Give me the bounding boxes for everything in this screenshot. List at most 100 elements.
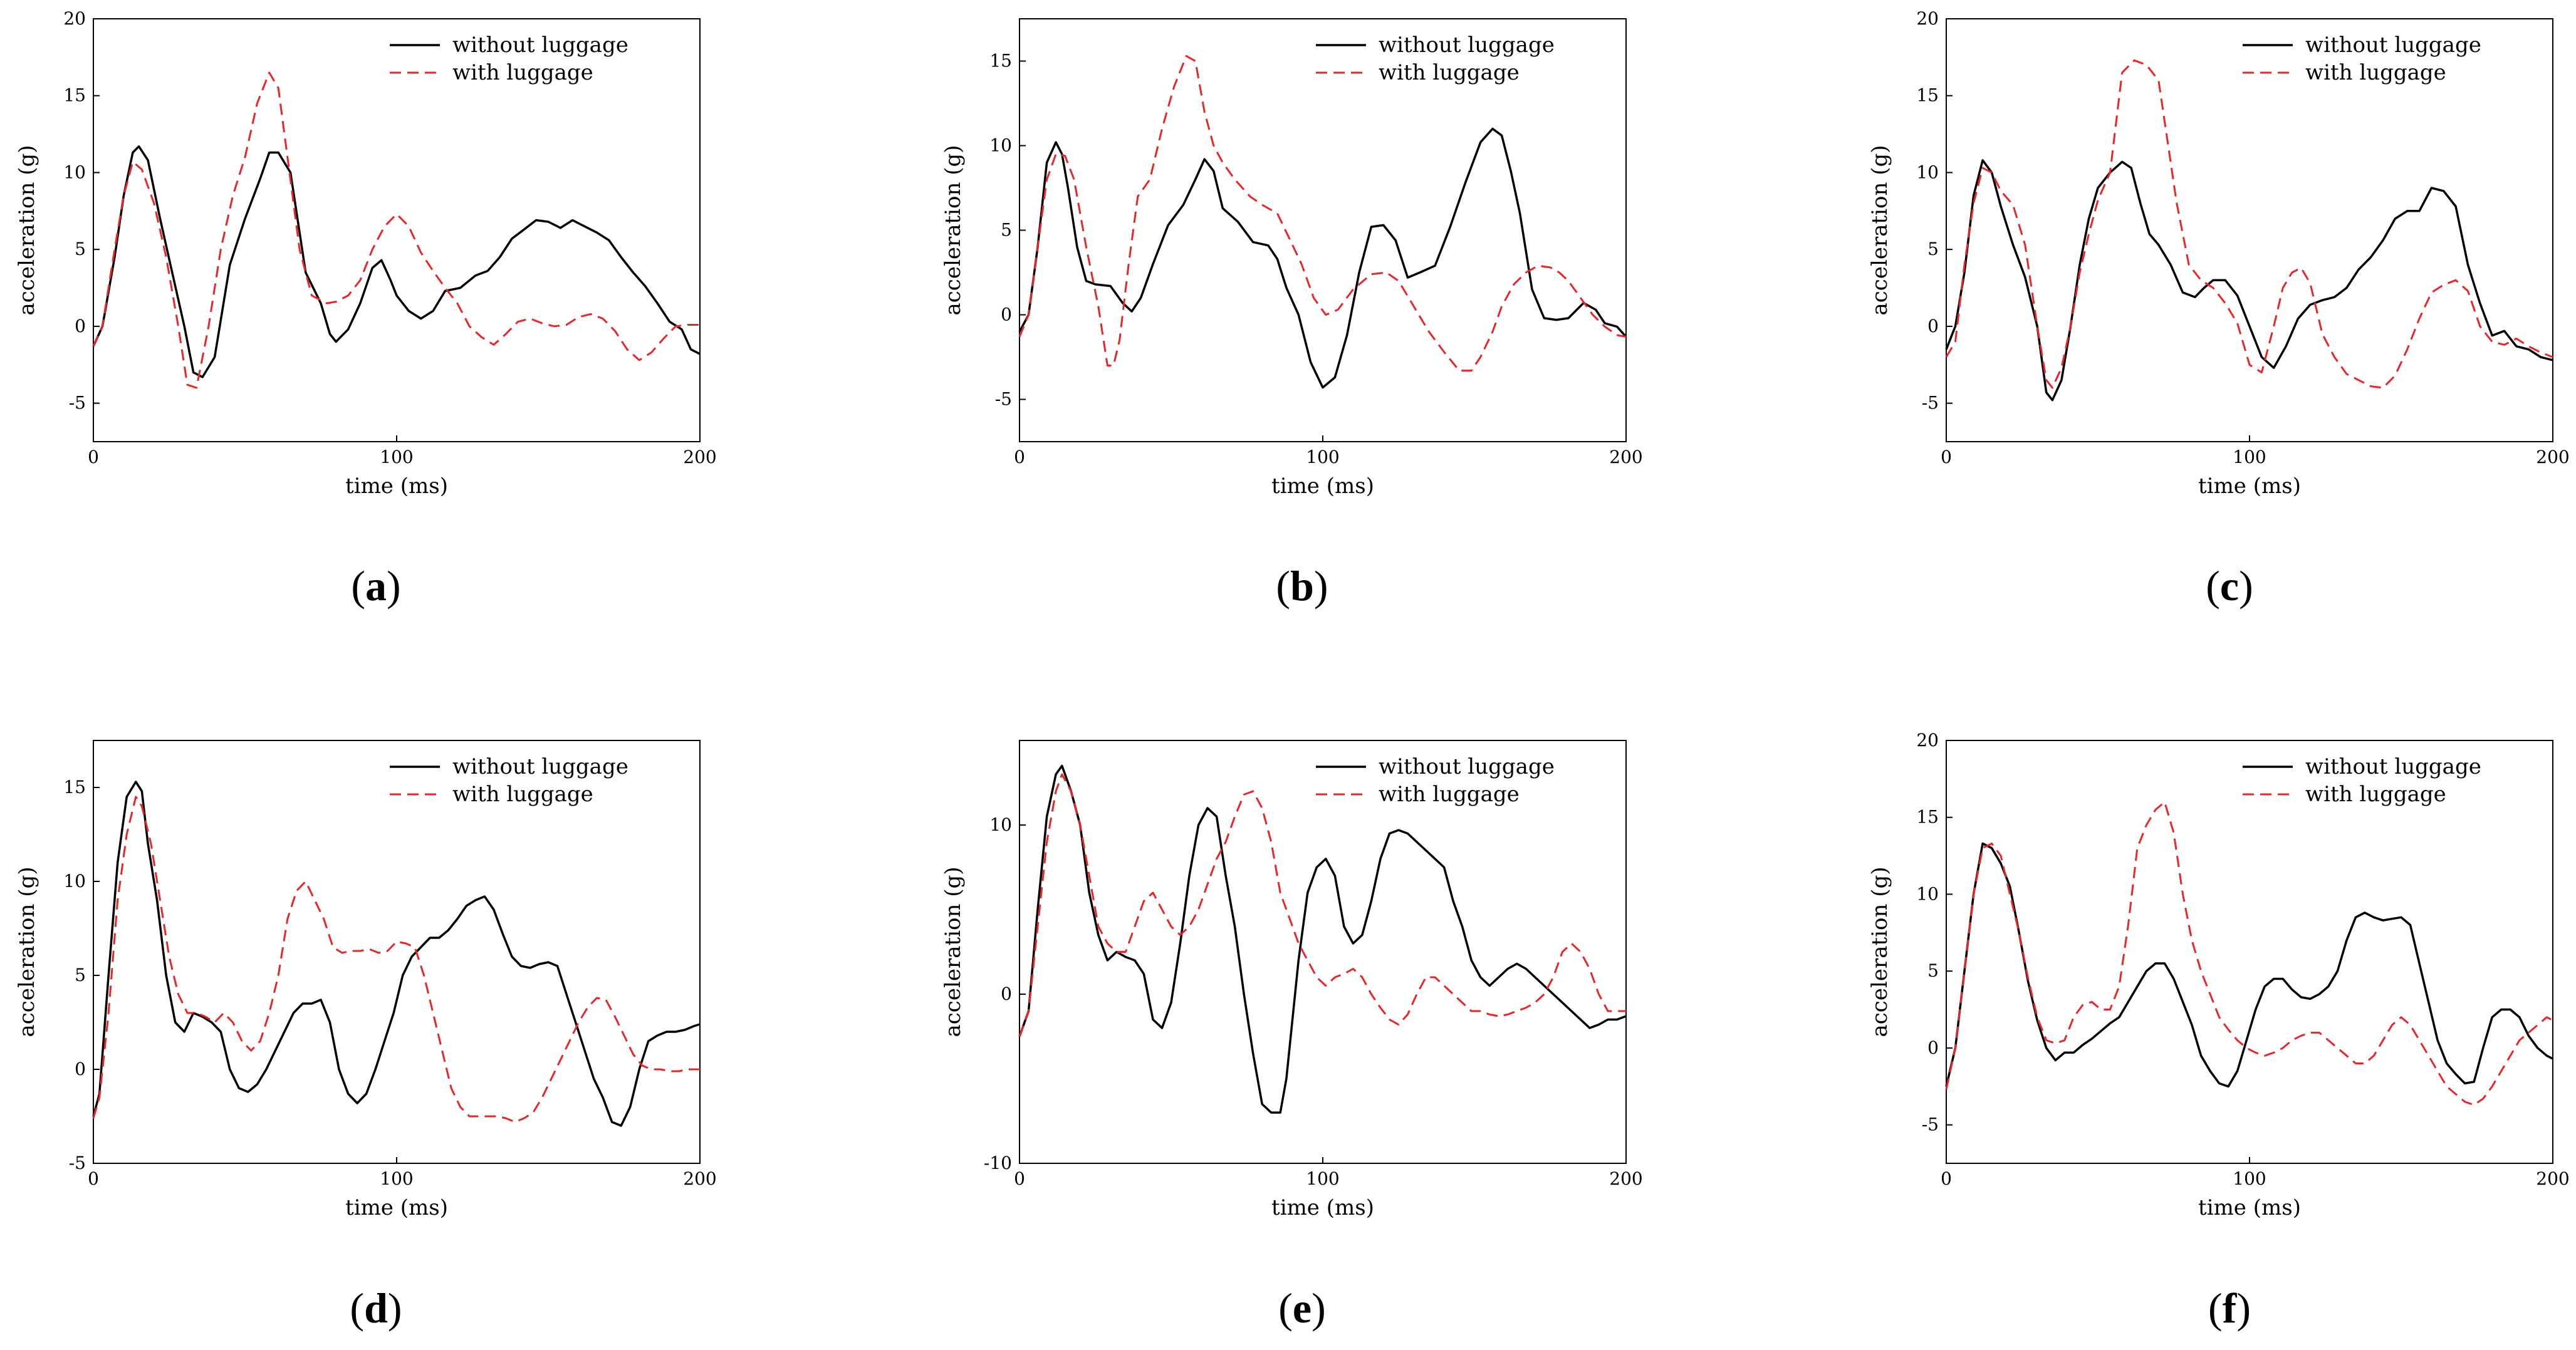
legend-label: without luggage	[1379, 754, 1555, 779]
y-tick-label: -5	[1922, 1114, 1939, 1135]
panel-label-open-paren: (	[1276, 562, 1290, 610]
y-tick-label: 5	[75, 965, 86, 985]
y-tick-label: 0	[1001, 984, 1012, 1004]
x-tick-label: 100	[2233, 447, 2266, 467]
y-tick-label: 0	[75, 316, 86, 336]
y-tick-label: -5	[1922, 393, 1939, 413]
x-axis-label: time (ms)	[345, 474, 448, 499]
y-tick-label: 10	[1916, 883, 1939, 904]
x-tick-label: 100	[1306, 1168, 1339, 1189]
x-tick-label: 0	[1941, 1168, 1952, 1189]
x-tick-label: 100	[2233, 1168, 2266, 1189]
y-axis-label: acceleration (g)	[14, 867, 39, 1037]
y-tick-label: 15	[63, 777, 86, 797]
x-axis-label: time (ms)	[345, 1195, 448, 1220]
series-line-without-luggage	[1018, 764, 1627, 1114]
y-axis-label: acceleration (g)	[941, 145, 966, 316]
series-line-with-luggage	[1018, 773, 1626, 1037]
y-tick-label: 20	[63, 8, 86, 29]
legend-label: without luggage	[1379, 33, 1555, 58]
panel-label: (e)	[1278, 1284, 1326, 1332]
y-tick-label: 5	[1927, 239, 1939, 259]
panel-label-close-paren: )	[388, 1284, 402, 1332]
panel-label-close-paren: )	[1311, 1284, 1326, 1332]
x-tick-label: 0	[1014, 447, 1025, 467]
y-tick-label: 0	[1927, 316, 1939, 336]
series-line-without-luggage	[1945, 842, 2553, 1088]
panel-label-open-paren: (	[2208, 1284, 2223, 1332]
series-line-with-luggage	[92, 796, 700, 1123]
x-tick-label: 200	[2536, 447, 2569, 467]
chart-panel-f: 0 100 200 -5 0 5 10 15 20 time (ms) acceleration (…	[1867, 730, 2570, 1332]
panel-label-open-paren: (	[2206, 562, 2220, 610]
x-axis-label: time (ms)	[1271, 1195, 1374, 1220]
panel-label-open-paren: (	[350, 1284, 364, 1332]
x-tick-label: 200	[683, 1168, 716, 1189]
series-line-without-luggage	[92, 781, 701, 1127]
x-tick-label: 0	[88, 1168, 99, 1189]
panel-label: (d)	[350, 1284, 402, 1332]
y-tick-label: 10	[63, 871, 86, 891]
panel-label-letter: d	[364, 1284, 388, 1332]
panel-label-close-paren: )	[387, 562, 401, 610]
y-tick-label: 0	[75, 1059, 86, 1079]
panel-label: (b)	[1276, 562, 1328, 610]
series-line-with-luggage	[1945, 59, 2553, 389]
x-axis-label: time (ms)	[1271, 474, 1374, 499]
legend-label: with luggage	[1379, 60, 1520, 85]
y-tick-label: -10	[984, 1153, 1012, 1173]
x-tick-label: 200	[1609, 447, 1642, 467]
y-axis-label: acceleration (g)	[14, 145, 39, 316]
x-tick-label: 100	[380, 447, 413, 467]
y-tick-label: 10	[63, 162, 86, 182]
legend-label: with luggage	[452, 782, 593, 807]
y-axis-label: acceleration (g)	[941, 867, 966, 1037]
x-tick-label: 200	[683, 447, 716, 467]
legend-label: with luggage	[452, 60, 593, 85]
x-tick-label: 100	[1306, 447, 1339, 467]
x-tick-label: 0	[1014, 1168, 1025, 1189]
y-tick-label: 20	[1916, 8, 1939, 29]
y-axis-label: acceleration (g)	[1867, 867, 1892, 1037]
panel-label-open-paren: (	[1278, 1284, 1293, 1332]
y-tick-label: -5	[69, 393, 86, 413]
legend-label: without luggage	[2305, 33, 2481, 58]
panel-label-open-paren: (	[351, 562, 365, 610]
y-tick-label: 0	[1001, 304, 1012, 325]
series-line-with-luggage	[1018, 55, 1627, 372]
y-tick-label: 15	[989, 51, 1012, 71]
y-tick-label: -5	[69, 1153, 86, 1173]
panel-label-close-paren: )	[2236, 1284, 2251, 1332]
y-tick-label: 0	[1927, 1037, 1939, 1058]
legend-label: with luggage	[2305, 782, 2446, 807]
y-tick-label: 10	[1916, 162, 1939, 182]
y-tick-label: 5	[75, 239, 86, 259]
x-tick-label: 100	[380, 1168, 413, 1189]
y-tick-label: 10	[989, 814, 1012, 835]
panel-label-close-paren: )	[1314, 562, 1328, 610]
panel-label-close-paren: )	[2239, 562, 2253, 610]
y-axis-label: acceleration (g)	[1867, 145, 1892, 316]
legend-label: without luggage	[452, 33, 628, 58]
series-line-without-luggage	[92, 145, 701, 378]
panel-label: (a)	[351, 562, 400, 610]
panel-label-letter: a	[365, 562, 387, 610]
y-tick-label: 10	[989, 135, 1012, 156]
x-tick-label: 0	[88, 447, 99, 467]
panel-label-letter: e	[1293, 1284, 1311, 1332]
x-tick-label: 0	[1941, 447, 1952, 467]
x-tick-label: 200	[1609, 1168, 1642, 1189]
y-tick-label: 15	[63, 85, 86, 106]
x-axis-label: time (ms)	[2198, 1195, 2301, 1220]
legend-label: with luggage	[1379, 782, 1520, 807]
series-line-with-luggage	[1945, 801, 2553, 1106]
chart-panel-a: 0 100 200 -5 0 5 10 15 20 time (ms) acceleration (…	[14, 8, 717, 610]
panel-label-letter: f	[2223, 1284, 2238, 1332]
chart-panel-c: 0 100 200 -5 0 5 10 15 20 time (ms) acceleration (…	[1867, 8, 2570, 610]
y-tick-label: 5	[1927, 960, 1939, 981]
legend-label: with luggage	[2305, 60, 2446, 85]
